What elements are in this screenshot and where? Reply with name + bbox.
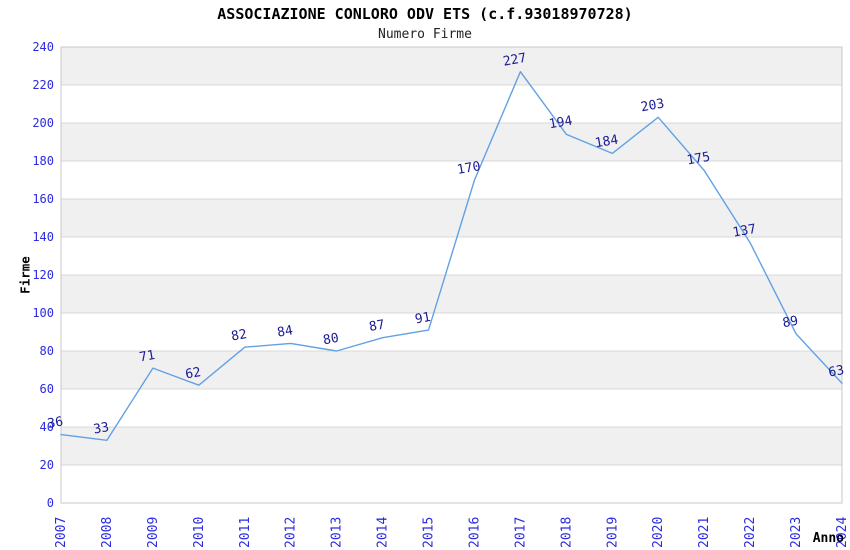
x-axis-tick-label: 2014 xyxy=(376,517,391,548)
data-point-label: 175 xyxy=(686,150,712,169)
data-point-label: 137 xyxy=(732,222,758,241)
y-axis-tick-label: 60 xyxy=(40,382,54,396)
y-axis-tick-label: 20 xyxy=(40,458,54,472)
x-axis-title: Anno xyxy=(813,531,844,546)
data-point-label: 194 xyxy=(548,113,574,132)
x-axis-tick-label: 2018 xyxy=(559,517,574,548)
x-axis-tick-label: 2012 xyxy=(284,517,299,548)
plot-band xyxy=(61,427,842,465)
y-axis-title: Firme xyxy=(17,256,32,294)
x-axis-tick-label: 2024 xyxy=(835,517,850,548)
y-axis-tick-label: 200 xyxy=(32,116,54,130)
data-point-label: 170 xyxy=(456,159,482,178)
y-axis-tick-label: 80 xyxy=(40,344,54,358)
y-axis-tick-label: 100 xyxy=(32,306,54,320)
y-axis-tick-label: 240 xyxy=(32,40,54,54)
data-point-label: 63 xyxy=(827,363,845,380)
plot-band xyxy=(61,123,842,161)
plot-band xyxy=(61,313,842,351)
plot-band xyxy=(61,161,842,199)
x-axis-tick-label: 2010 xyxy=(192,517,207,548)
y-axis-tick-label: 40 xyxy=(40,420,54,434)
x-axis-tick-label: 2011 xyxy=(238,517,253,548)
y-axis-tick-label: 220 xyxy=(32,78,54,92)
y-axis-tick-label: 140 xyxy=(32,230,54,244)
plot-band xyxy=(61,47,842,85)
data-point-label: 71 xyxy=(138,348,156,365)
data-point-label: 84 xyxy=(276,323,294,341)
data-point-label: 91 xyxy=(414,310,432,327)
chart-subtitle: Numero Firme xyxy=(378,27,472,42)
data-point-label: 227 xyxy=(502,51,528,70)
x-axis-tick-label: 2015 xyxy=(422,517,437,548)
data-point-label: 82 xyxy=(230,327,248,344)
x-axis-tick-label: 2016 xyxy=(467,517,482,548)
x-axis-tick-label: 2023 xyxy=(789,517,804,548)
x-axis-tick-label: 2013 xyxy=(330,517,345,548)
plot-band xyxy=(61,351,842,389)
plot-band xyxy=(61,199,842,237)
x-axis-tick-label: 2021 xyxy=(697,517,712,548)
y-axis-tick-label: 120 xyxy=(32,268,54,282)
plot-band xyxy=(61,275,842,313)
y-axis-tick-label: 160 xyxy=(32,192,54,206)
data-point-label: 87 xyxy=(368,318,386,335)
plot-border xyxy=(60,46,843,504)
data-point-label: 203 xyxy=(640,96,666,115)
plot-band xyxy=(61,465,842,503)
x-axis-tick-label: 2020 xyxy=(651,517,666,548)
data-point-label: 62 xyxy=(184,365,202,382)
x-axis-tick-label: 2019 xyxy=(605,517,620,548)
x-axis-tick-label: 2007 xyxy=(54,517,69,548)
data-point-label: 33 xyxy=(92,420,110,437)
y-axis-tick-label: 0 xyxy=(47,496,54,510)
y-axis-tick-label: 180 xyxy=(32,154,54,168)
data-point-label: 184 xyxy=(594,132,620,151)
x-axis-tick-label: 2022 xyxy=(743,517,758,548)
x-axis-tick-label: 2009 xyxy=(146,517,161,548)
chart-title: ASSOCIAZIONE CONLORO ODV ETS (c.f.930189… xyxy=(217,5,633,23)
plot-band xyxy=(61,389,842,427)
data-point-label: 36 xyxy=(46,414,64,431)
x-axis-tick-label: 2017 xyxy=(513,517,528,548)
data-series-line xyxy=(60,70,843,441)
x-axis-tick-label: 2008 xyxy=(100,517,115,548)
data-point-label: 80 xyxy=(322,331,340,348)
plot-band xyxy=(61,85,842,123)
data-point-label: 89 xyxy=(781,314,799,331)
